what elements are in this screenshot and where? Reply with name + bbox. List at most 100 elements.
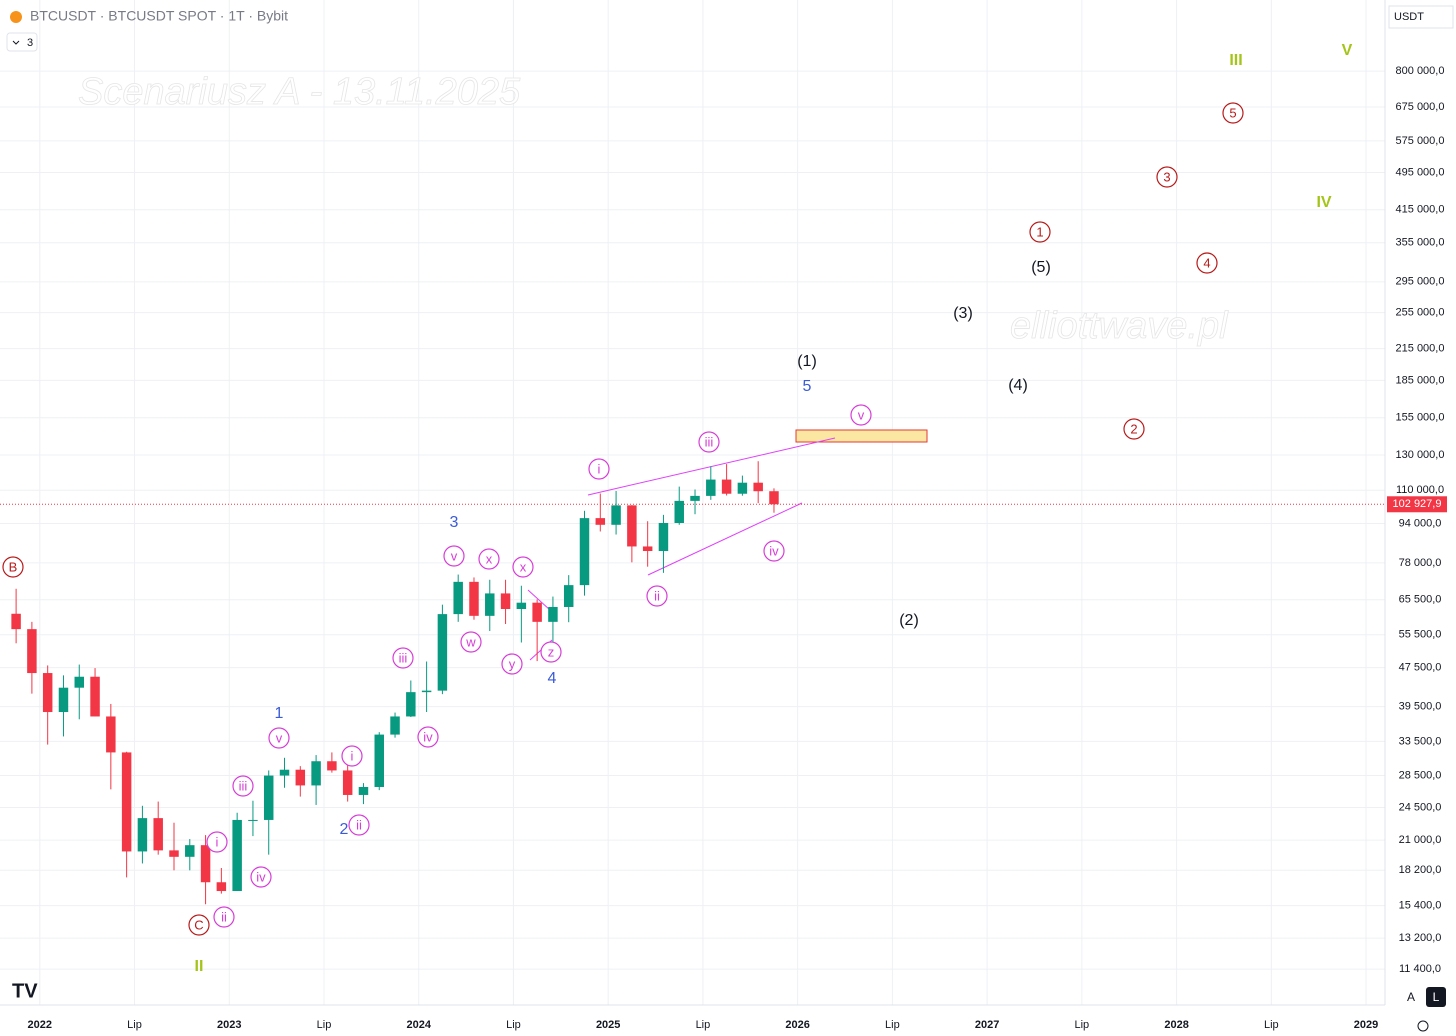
candle-body bbox=[248, 819, 258, 821]
y-tick-label: 24 500,0 bbox=[1399, 801, 1442, 813]
wave-circle bbox=[763, 540, 785, 562]
y-tick-label: 13 200,0 bbox=[1399, 932, 1442, 944]
target-zone bbox=[795, 429, 928, 443]
wave-circle bbox=[540, 641, 562, 663]
currency-select[interactable] bbox=[1388, 5, 1454, 29]
log-scale: L bbox=[1433, 990, 1440, 1004]
candle-body bbox=[453, 581, 463, 615]
candle-body bbox=[437, 614, 448, 691]
candle-body bbox=[421, 690, 432, 693]
wave-label: iii bbox=[705, 434, 714, 449]
candle-body bbox=[469, 581, 479, 616]
x-tick-label: Lip bbox=[1075, 1019, 1090, 1031]
x-tick-label: 2028 bbox=[1164, 1019, 1188, 1031]
x-tick-label: Lip bbox=[885, 1019, 900, 1031]
wave-label: 5 bbox=[1229, 105, 1236, 120]
wave-label: x bbox=[520, 559, 527, 574]
candle-body bbox=[642, 546, 653, 552]
wave-label: ii bbox=[356, 817, 362, 832]
wave-label: iii bbox=[399, 650, 408, 665]
x-tick-label: Lip bbox=[127, 1019, 142, 1031]
wave-label: V bbox=[1342, 42, 1353, 59]
wave-label: y bbox=[509, 656, 516, 671]
wave-circle bbox=[512, 556, 534, 578]
y-tick-label: 215 000,0 bbox=[1396, 343, 1445, 355]
y-tick-label: 675 000,0 bbox=[1396, 101, 1445, 113]
wave-label: C bbox=[194, 917, 203, 932]
wave-label: iii bbox=[239, 778, 248, 793]
wave-label: iv bbox=[769, 543, 779, 558]
wave-circle bbox=[1222, 102, 1244, 124]
wedge-lower bbox=[647, 502, 803, 576]
candle-body bbox=[121, 752, 132, 852]
wave-label: (2) bbox=[899, 612, 919, 629]
x-tick-label: 2025 bbox=[596, 1019, 620, 1031]
candle-body bbox=[406, 692, 416, 717]
grid bbox=[0, 0, 1385, 1005]
x-tick-label: 2022 bbox=[28, 1019, 52, 1031]
y-tick-label: 78 000,0 bbox=[1399, 557, 1442, 569]
y-tick-label: 21 000,0 bbox=[1399, 834, 1442, 846]
indicator-toggle[interactable] bbox=[6, 32, 38, 52]
wave-label: (3) bbox=[953, 305, 973, 322]
wave-label: x bbox=[486, 551, 493, 566]
candle-body bbox=[185, 845, 195, 857]
y-tick-label: 110 000,0 bbox=[1396, 484, 1444, 496]
candle-body bbox=[169, 850, 179, 857]
y-tick-label: 47 500,0 bbox=[1399, 662, 1442, 674]
x-tick-label: Lip bbox=[317, 1019, 332, 1031]
candle-body bbox=[563, 585, 574, 607]
wave-label: II bbox=[195, 958, 204, 975]
wave-label: 5 bbox=[803, 378, 812, 395]
wave-label: 3 bbox=[1163, 169, 1170, 184]
y-tick-label: 39 500,0 bbox=[1399, 701, 1442, 713]
wave-circle bbox=[850, 404, 872, 426]
candle-body bbox=[295, 769, 306, 786]
wave-label: w bbox=[465, 634, 476, 649]
candle-body bbox=[374, 734, 384, 787]
wave-circle bbox=[417, 726, 439, 748]
candle-body bbox=[485, 593, 495, 616]
x-tick-label: 2026 bbox=[785, 1019, 809, 1031]
wave-circle bbox=[206, 831, 228, 853]
triangle-line bbox=[527, 589, 551, 611]
settings-icon[interactable] bbox=[1417, 1020, 1429, 1032]
y-tick-label: 55 500,0 bbox=[1399, 629, 1442, 641]
x-tick-label: Lip bbox=[506, 1019, 521, 1031]
wave-circle bbox=[232, 775, 254, 797]
y-tick-label: 65 500,0 bbox=[1399, 594, 1442, 606]
candle-body bbox=[137, 818, 148, 852]
candle-body bbox=[106, 716, 116, 753]
watermark: elliottwave.pl bbox=[1010, 305, 1229, 347]
y-tick-label: 15 400,0 bbox=[1399, 900, 1442, 912]
candle-body bbox=[200, 845, 211, 883]
wave-label: iv bbox=[256, 869, 266, 884]
wave-label: 3 bbox=[450, 514, 459, 531]
candle-body bbox=[27, 629, 37, 674]
candle-body bbox=[516, 602, 527, 609]
candle-body bbox=[769, 491, 779, 505]
candle-body bbox=[627, 505, 637, 547]
wave-circle bbox=[443, 545, 465, 567]
y-tick-label: 800 000,0 bbox=[1396, 65, 1445, 77]
wave-label: (1) bbox=[797, 353, 817, 370]
candles bbox=[0, 461, 1385, 905]
wave-circle bbox=[1196, 252, 1218, 274]
y-tick-label: 185 000,0 bbox=[1396, 374, 1445, 386]
x-tick-label: 2023 bbox=[217, 1019, 241, 1031]
tv-logo: TV bbox=[12, 980, 38, 1002]
wave-circle bbox=[188, 914, 210, 936]
wave-label: (4) bbox=[1008, 377, 1028, 394]
candle-body bbox=[311, 761, 321, 786]
y-tick-label: 355 000,0 bbox=[1396, 237, 1445, 249]
x-tick-label: Lip bbox=[1264, 1019, 1279, 1031]
wave-label: (5) bbox=[1031, 259, 1051, 276]
auto-scale[interactable]: A bbox=[1407, 990, 1415, 1004]
wave-label: i bbox=[598, 461, 601, 476]
y-tick-label: 155 000,0 bbox=[1396, 412, 1445, 424]
log-toggle[interactable] bbox=[1426, 987, 1446, 1007]
candle-body bbox=[279, 769, 290, 776]
y-tick-label: 18 200,0 bbox=[1399, 864, 1442, 876]
